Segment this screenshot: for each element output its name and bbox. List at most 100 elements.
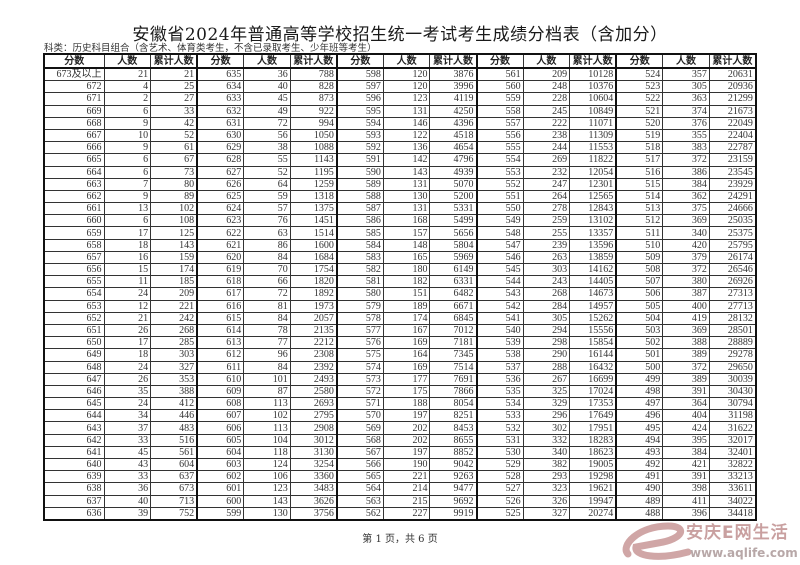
- score-cell: 629: [196, 141, 245, 155]
- count-cell: 101: [243, 372, 291, 386]
- cumulative-cell: 2795: [289, 409, 338, 423]
- score-cell: 523: [615, 80, 664, 94]
- cumulative-cell: 353: [150, 372, 198, 386]
- count-cell: 244: [522, 141, 571, 155]
- count-cell: 143: [382, 165, 431, 179]
- cumulative-cell: 412: [150, 397, 198, 411]
- score-cell: 580: [335, 287, 384, 301]
- count-cell: 113: [243, 397, 291, 411]
- score-cell: 665: [43, 153, 105, 167]
- cumulative-cell: 20274: [569, 506, 617, 521]
- count-cell: 26: [103, 323, 152, 338]
- cumulative-cell: 994: [289, 116, 338, 130]
- cumulative-cell: 159: [150, 250, 198, 265]
- cumulative-cell: 1514: [289, 226, 338, 240]
- count-cell: 120: [382, 80, 431, 94]
- table-row: 652 21 242 615 84 2057 578 174 6845 541 305 15262 50…: [43, 311, 757, 325]
- count-cell: 362: [662, 189, 710, 204]
- cumulative-cell: 61: [150, 141, 198, 155]
- cumulative-cell: 17024: [569, 384, 617, 399]
- count-cell: 404: [662, 409, 710, 423]
- count-cell: 70: [243, 262, 291, 277]
- count-cell: 84: [243, 250, 291, 265]
- count-cell: 382: [522, 457, 571, 472]
- score-cell: 609: [196, 384, 245, 399]
- count-cell: 376: [662, 116, 710, 130]
- count-cell: 45: [103, 445, 152, 460]
- count-cell: 188: [382, 397, 431, 411]
- column-header: 分数: [43, 53, 105, 69]
- count-cell: 278: [522, 202, 571, 216]
- score-cell: 565: [335, 470, 384, 484]
- count-cell: 87: [243, 384, 291, 399]
- cumulative-cell: 29278: [708, 348, 757, 362]
- score-cell: 556: [475, 128, 524, 143]
- count-cell: 293: [522, 470, 571, 484]
- count-cell: 35: [103, 384, 152, 399]
- cumulative-cell: 22404: [708, 128, 757, 143]
- cumulative-cell: 7866: [429, 384, 477, 399]
- cumulative-cell: 32822: [708, 457, 757, 472]
- score-cell: 498: [615, 384, 664, 399]
- score-cell: 512: [615, 214, 664, 228]
- count-cell: 391: [662, 384, 710, 399]
- count-cell: 400: [662, 299, 710, 313]
- cumulative-cell: 19621: [569, 482, 617, 496]
- cumulative-cell: 17649: [569, 409, 617, 423]
- score-cell: 597: [335, 80, 384, 94]
- count-cell: 290: [522, 348, 571, 362]
- score-cell: 611: [196, 360, 245, 374]
- count-cell: 55: [243, 153, 291, 167]
- count-cell: 151: [382, 287, 431, 301]
- cumulative-cell: 221: [150, 299, 198, 313]
- score-cell: 624: [196, 202, 245, 216]
- count-cell: 380: [662, 275, 710, 289]
- table-header-row: 分数 人数 累计人数 分数 人数 累计人数 分数 人数 累计人数 分数 人数 累计人数 分数 人数 累计人数: [43, 53, 757, 69]
- column-header: 分数: [196, 53, 245, 69]
- count-cell: 96: [243, 348, 291, 362]
- cumulative-cell: 3626: [289, 494, 338, 508]
- count-cell: 369: [662, 214, 710, 228]
- score-cell: 625: [196, 189, 245, 204]
- cumulative-cell: 18623: [569, 445, 617, 460]
- cumulative-cell: 21: [150, 67, 198, 82]
- watermark-logo: 安庆E网生活 www.aqlife.com: [618, 522, 798, 565]
- count-cell: 374: [662, 104, 710, 118]
- count-cell: 215: [382, 494, 431, 508]
- score-cell: 516: [615, 165, 664, 179]
- cumulative-cell: 713: [150, 494, 198, 508]
- table-row: 646 35 388 609 87 2580 572 175 7866 535 325 17024 49…: [43, 384, 757, 399]
- count-cell: 106: [243, 470, 291, 484]
- cumulative-cell: 10849: [569, 104, 617, 118]
- column-header: 分数: [615, 53, 664, 69]
- count-cell: 7: [103, 177, 152, 191]
- column-header: 累计人数: [150, 53, 198, 69]
- score-cell: 509: [615, 250, 664, 265]
- count-cell: 24: [103, 287, 152, 301]
- count-cell: 202: [382, 433, 431, 447]
- count-cell: 323: [522, 482, 571, 496]
- cumulative-cell: 3130: [289, 445, 338, 460]
- cumulative-cell: 28889: [708, 336, 757, 350]
- cumulative-cell: 10376: [569, 80, 617, 94]
- count-cell: 355: [662, 128, 710, 143]
- score-cell: 585: [335, 226, 384, 240]
- score-cell: 623: [196, 214, 245, 228]
- score-cell: 576: [335, 336, 384, 350]
- score-cell: 641: [43, 445, 105, 460]
- count-cell: 332: [522, 433, 571, 447]
- cumulative-cell: 31622: [708, 421, 757, 435]
- count-cell: 214: [382, 482, 431, 496]
- count-cell: 84: [243, 311, 291, 325]
- cumulative-cell: 80: [150, 177, 198, 191]
- score-cell: 648: [43, 360, 105, 374]
- count-cell: 268: [522, 287, 571, 301]
- score-cell: 673及以上: [43, 67, 105, 82]
- score-cell: 533: [475, 409, 524, 423]
- count-cell: 6: [103, 104, 152, 118]
- score-cell: 643: [43, 421, 105, 435]
- count-cell: 33: [103, 470, 152, 484]
- cumulative-cell: 1684: [289, 250, 338, 265]
- count-cell: 2: [103, 92, 152, 106]
- cumulative-cell: 1143: [289, 153, 338, 167]
